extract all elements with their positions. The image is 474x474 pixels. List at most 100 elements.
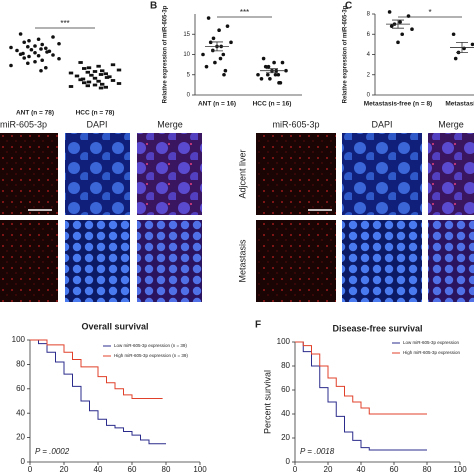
dot xyxy=(284,68,288,73)
image xyxy=(428,133,474,215)
image-header: DAPI xyxy=(371,119,392,129)
dot xyxy=(398,20,402,24)
dot xyxy=(103,85,108,89)
x-tick-label: 40 xyxy=(357,465,366,474)
dot xyxy=(68,71,74,75)
dot xyxy=(259,77,264,81)
dot xyxy=(213,60,217,65)
legend-label: Low miR-605-3p expression (n = 39) xyxy=(114,343,187,348)
image xyxy=(342,220,422,302)
dot xyxy=(78,61,83,64)
dot xyxy=(33,44,37,48)
dot xyxy=(33,59,37,64)
dot xyxy=(98,73,104,76)
y-tick-label: 5 xyxy=(187,72,191,78)
dot xyxy=(40,42,44,47)
y-tick-label: 8 xyxy=(367,12,371,18)
x-tick-label: HCC (n = 78) xyxy=(76,110,115,117)
image xyxy=(65,220,130,302)
error-bar xyxy=(211,41,223,52)
dot xyxy=(80,77,86,81)
dot xyxy=(273,72,278,77)
dot xyxy=(100,69,105,73)
y-tick-label: 60 xyxy=(16,384,25,393)
dot xyxy=(410,27,414,31)
image xyxy=(342,133,422,215)
y-tick-label: 80 xyxy=(16,360,25,369)
y-tick-label: 80 xyxy=(281,361,290,370)
image-header: miR-605-3p xyxy=(0,119,47,129)
legend-label: High miR-605-3p expression xyxy=(403,350,461,355)
dot xyxy=(18,32,23,36)
error-bar xyxy=(456,41,468,53)
y-tick-label: 100 xyxy=(277,337,291,346)
dot xyxy=(98,86,104,90)
image-header: Merge xyxy=(438,119,464,129)
dot xyxy=(256,72,260,77)
dot xyxy=(206,16,211,20)
dot xyxy=(39,68,43,73)
survival-curve xyxy=(30,339,166,445)
dot xyxy=(272,60,276,65)
dot xyxy=(36,37,41,42)
dot xyxy=(92,83,98,87)
dot xyxy=(33,50,37,55)
image xyxy=(0,220,58,302)
dot xyxy=(57,41,61,46)
significance: *** xyxy=(240,8,249,17)
dot xyxy=(217,28,221,32)
x-tick-label: 60 xyxy=(390,465,399,474)
y-tick-label: 6 xyxy=(367,32,371,38)
dot xyxy=(68,85,74,88)
dot xyxy=(387,10,392,14)
dot xyxy=(222,72,226,77)
dot xyxy=(36,53,41,58)
dot xyxy=(89,73,94,77)
dot xyxy=(22,40,27,45)
dot xyxy=(225,24,230,28)
x-tick-label: 80 xyxy=(423,465,432,474)
dot xyxy=(396,40,400,45)
x-tick-label: Metastasis-free (n = 8) xyxy=(364,101,432,108)
significance: *** xyxy=(60,19,69,28)
dot xyxy=(266,64,271,69)
dot xyxy=(44,46,48,51)
dot xyxy=(451,32,456,37)
image xyxy=(256,133,336,215)
y-tick-label: 2 xyxy=(367,72,371,78)
image xyxy=(428,220,474,302)
dot xyxy=(27,38,31,43)
legend-label: Low miR-605-3p expression xyxy=(403,340,460,345)
x-tick-label: 20 xyxy=(60,465,69,474)
y-tick-label: 40 xyxy=(281,409,290,418)
y-tick-label: 4 xyxy=(367,52,371,58)
dot xyxy=(406,14,411,18)
y-axis-label: Relative expression of miR-605-3p xyxy=(343,5,349,103)
x-tick-label: 20 xyxy=(324,465,333,474)
dot xyxy=(221,52,226,57)
survival-curve xyxy=(30,339,163,400)
dot xyxy=(107,75,112,79)
y-tick-label: 0 xyxy=(286,457,291,466)
dot xyxy=(261,56,266,61)
dot xyxy=(44,65,48,70)
dot xyxy=(229,40,233,45)
annotation: P = .0002 xyxy=(35,447,70,456)
dot xyxy=(9,45,13,50)
dot xyxy=(78,78,83,82)
dot xyxy=(39,47,43,51)
y-tick-label: 40 xyxy=(16,408,25,417)
image-header: Merge xyxy=(157,119,183,129)
dot xyxy=(74,74,80,78)
dot xyxy=(85,84,90,88)
dot xyxy=(400,32,405,37)
dot xyxy=(40,58,44,63)
image xyxy=(0,133,58,215)
image xyxy=(137,133,202,215)
dot xyxy=(85,70,90,74)
y-tick-label: 100 xyxy=(12,335,26,344)
legend-label: High miR-605-3p expression (n = 39) xyxy=(114,353,188,358)
dot xyxy=(27,54,31,59)
y-axis-label: Relative expression of miR-605-3p xyxy=(163,5,169,103)
